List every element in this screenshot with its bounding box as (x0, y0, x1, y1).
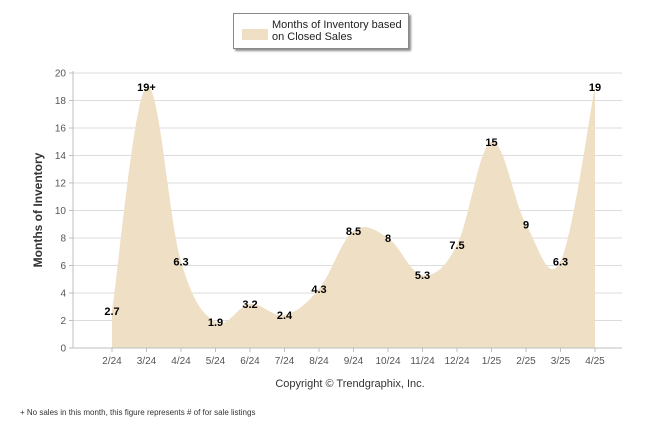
data-label: 2.7 (104, 306, 119, 318)
copyright-text: Copyright © Trendgraphix, Inc. (275, 378, 424, 390)
x-tick-label: 6/24 (240, 356, 260, 367)
data-label: 1.9 (208, 317, 223, 329)
y-tick-labels: 0 2 4 6 8 10 12 14 16 18 20 (55, 69, 67, 355)
data-label: 4.3 (311, 284, 326, 296)
y-tick-label: 6 (60, 261, 66, 272)
data-label: 2.4 (277, 310, 293, 322)
y-tick-label: 16 (55, 124, 67, 135)
x-tick-label: 8/24 (309, 356, 329, 367)
data-label: 3.2 (242, 299, 257, 311)
x-tick-label: 3/24 (137, 356, 157, 367)
y-tick-label: 12 (55, 179, 67, 190)
x-tick-label: 1/25 (482, 356, 502, 367)
chart-legend: Months of Inventory based on Closed Sale… (233, 13, 409, 49)
legend-label: Months of Inventory based on Closed Sale… (272, 19, 402, 43)
series-area-fill (112, 86, 595, 349)
y-tick-label: 4 (60, 289, 66, 300)
x-tick-labels: 2/24 3/24 4/24 5/24 6/24 7/24 8/24 9/24 10/24 11/… (102, 356, 605, 367)
data-label: 19+ (137, 82, 156, 94)
y-tick-label: 2 (60, 316, 66, 327)
x-tick-label: 7/24 (275, 356, 295, 367)
x-tick-label: 2/25 (516, 356, 536, 367)
data-label: 6.3 (173, 256, 188, 268)
data-label: 7.5 (449, 240, 464, 252)
data-labels: 2.7 19+ 6.3 1.9 3.2 2.4 4.3 8.5 8 5.3 7.5 15 9 6.3 19 (104, 82, 601, 329)
x-tick-label: 11/24 (410, 356, 435, 367)
x-tick-label: 4/24 (171, 356, 191, 367)
series-area (112, 86, 595, 349)
data-label: 15 (485, 137, 497, 149)
x-tick-label: 2/24 (102, 356, 122, 367)
y-tick-label: 18 (55, 96, 67, 107)
y-tick-label: 14 (55, 151, 67, 162)
data-label: 8.5 (346, 226, 361, 238)
y-tick-label: 10 (55, 206, 67, 217)
axes (72, 71, 622, 352)
x-tick-label: 3/25 (551, 356, 571, 367)
data-label: 8 (385, 233, 391, 245)
x-tick-label: 5/24 (206, 356, 226, 367)
x-tick-label: 10/24 (375, 356, 400, 367)
x-tick-label: 4/25 (585, 356, 605, 367)
y-tick-label: 0 (60, 344, 66, 355)
legend-swatch (242, 29, 268, 40)
y-tick-label: 8 (60, 234, 66, 245)
x-tick-label: 9/24 (344, 356, 364, 367)
data-label: 9 (523, 219, 529, 231)
data-label: 5.3 (415, 270, 430, 282)
data-label: 6.3 (553, 256, 568, 268)
data-label: 19 (589, 82, 601, 94)
y-axis-title: Months of Inventory (31, 152, 45, 267)
footnote: + No sales in this month, this figure re… (20, 408, 256, 417)
y-tick-label: 20 (55, 69, 67, 80)
x-tick-label: 12/24 (444, 356, 469, 367)
